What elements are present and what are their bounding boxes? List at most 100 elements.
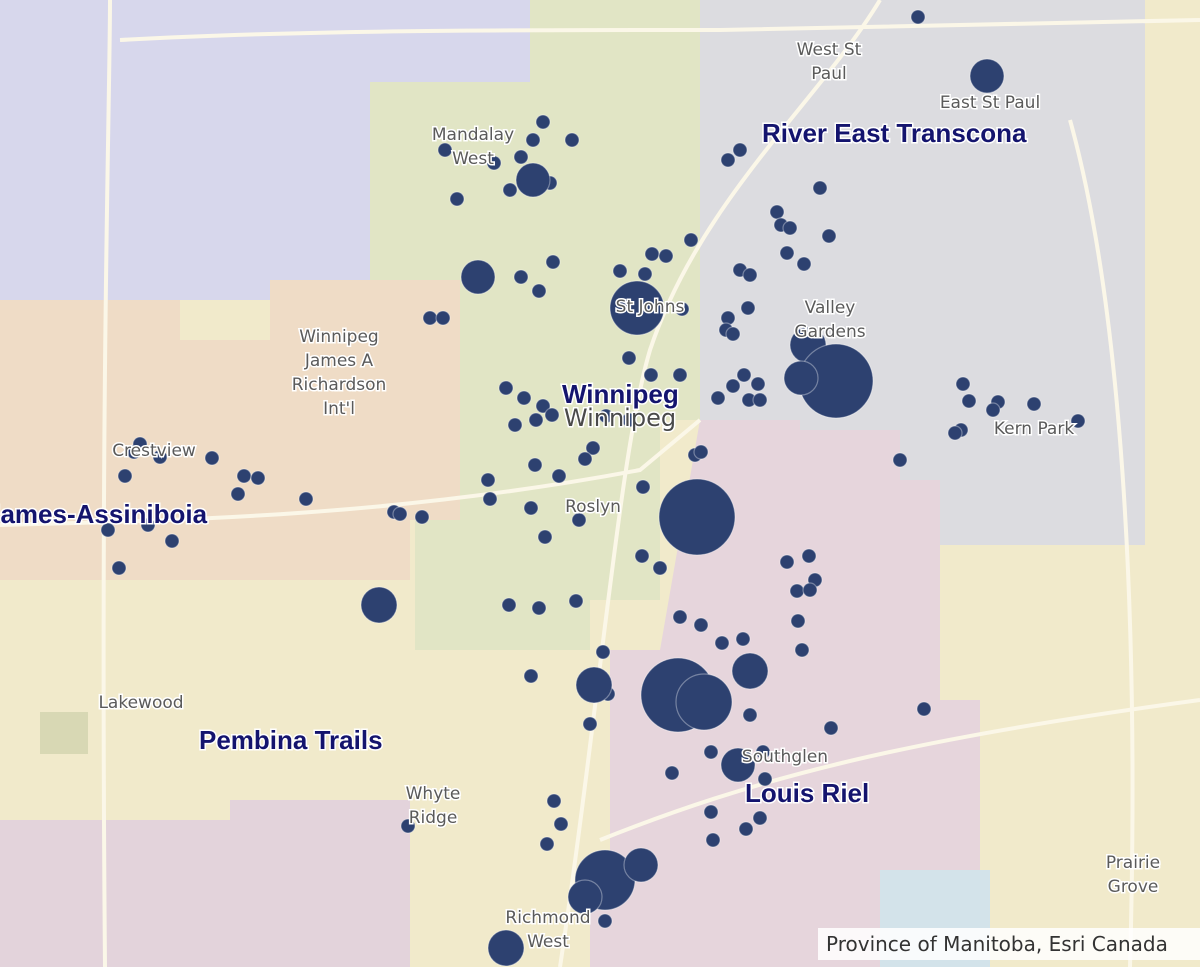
map-dot <box>527 457 543 473</box>
map-dot <box>703 744 719 760</box>
map-dot <box>742 267 758 283</box>
place-label: West St <box>797 40 862 60</box>
map-dot <box>545 254 561 270</box>
map-dot <box>568 593 584 609</box>
map-dot <box>823 720 839 736</box>
attribution-box <box>818 928 1200 960</box>
map-dot <box>480 472 496 488</box>
place-label: Southglen <box>742 747 828 767</box>
road <box>0 418 702 527</box>
map-dot <box>693 444 709 460</box>
region-winnipeg <box>370 0 700 650</box>
map-dot <box>801 548 817 564</box>
map-dot <box>525 132 541 148</box>
map-dot <box>516 390 532 406</box>
map-dot <box>535 398 551 414</box>
map-dot <box>498 380 514 396</box>
map-dot <box>598 408 614 424</box>
map-dot <box>644 246 660 262</box>
map-dot <box>955 376 971 392</box>
map-dot <box>634 548 650 564</box>
map-dot <box>487 929 525 967</box>
map-dot <box>482 491 498 507</box>
region-northwest <box>0 0 530 300</box>
map-dot <box>230 486 246 502</box>
label-layer: River East Transcona Winnipeg James-Assini… <box>0 39 1162 954</box>
map-dot <box>571 512 587 528</box>
map-dot <box>523 500 539 516</box>
map-dot <box>117 468 133 484</box>
map-dot <box>564 132 580 148</box>
region-southwest <box>0 800 410 967</box>
place-label: West <box>527 932 569 952</box>
region-james-assiniboia <box>0 280 460 580</box>
map-dot <box>204 450 220 466</box>
map-dot <box>720 747 756 783</box>
place-label: East St Paul <box>940 93 1040 113</box>
map-dot <box>537 529 553 545</box>
map-dot <box>752 392 768 408</box>
district-label: James-Assiniboia <box>0 499 208 529</box>
map-dot <box>735 631 751 647</box>
place-label: Grove <box>1108 877 1159 897</box>
map-dot <box>752 810 768 826</box>
place-label: Mandalay <box>432 125 514 145</box>
map-dot <box>132 436 148 452</box>
map-dot <box>769 204 785 220</box>
map-dot <box>779 554 795 570</box>
map-dot <box>782 220 798 236</box>
district-label: Louis Riel <box>745 778 869 808</box>
map-dot <box>742 707 758 723</box>
map-dot <box>567 879 603 915</box>
map-dot <box>802 582 818 598</box>
map-dot <box>947 425 963 441</box>
map-dot <box>422 310 438 326</box>
map-dot <box>757 771 773 787</box>
map-dot <box>750 376 766 392</box>
road <box>119 18 1200 42</box>
place-label: Richmond <box>505 908 590 928</box>
road <box>101 0 112 967</box>
map-dot <box>794 642 810 658</box>
map-dot <box>1026 396 1042 412</box>
map-dot <box>910 9 926 25</box>
map-dot <box>892 452 908 468</box>
map-dot <box>528 412 544 428</box>
map-dot <box>597 913 613 929</box>
map-dot <box>789 583 805 599</box>
map-dot <box>551 468 567 484</box>
road <box>558 0 882 967</box>
map-dot <box>575 666 613 704</box>
dot-layer <box>100 9 1086 967</box>
place-label: Winnipeg <box>299 327 378 347</box>
map-dot <box>513 149 529 165</box>
map-dot <box>582 716 598 732</box>
place-label: Kern Park <box>994 419 1075 439</box>
map-dot <box>298 491 314 507</box>
map-dot <box>360 586 398 624</box>
map-dot <box>731 652 769 690</box>
map-dot <box>985 402 1001 418</box>
map-dot <box>796 256 812 272</box>
map-dot <box>414 509 430 525</box>
map-dot <box>703 804 719 820</box>
map-dot <box>449 191 465 207</box>
map-dot <box>595 644 611 660</box>
map-dot <box>821 228 837 244</box>
map-dot <box>710 390 726 406</box>
map-dot <box>392 506 408 522</box>
map-dot <box>658 248 674 264</box>
map-dot <box>714 635 730 651</box>
map-dot <box>609 280 665 336</box>
park <box>40 712 88 754</box>
map-dot <box>664 765 680 781</box>
district-label: Pembina Trails <box>199 725 383 755</box>
map-dot <box>683 232 699 248</box>
place-label: West <box>452 149 494 169</box>
map-dot <box>437 142 453 158</box>
map-dot <box>705 832 721 848</box>
map-dot <box>523 668 539 684</box>
map-dot <box>675 673 733 731</box>
map-dot <box>740 300 756 316</box>
map-dot <box>513 269 529 285</box>
